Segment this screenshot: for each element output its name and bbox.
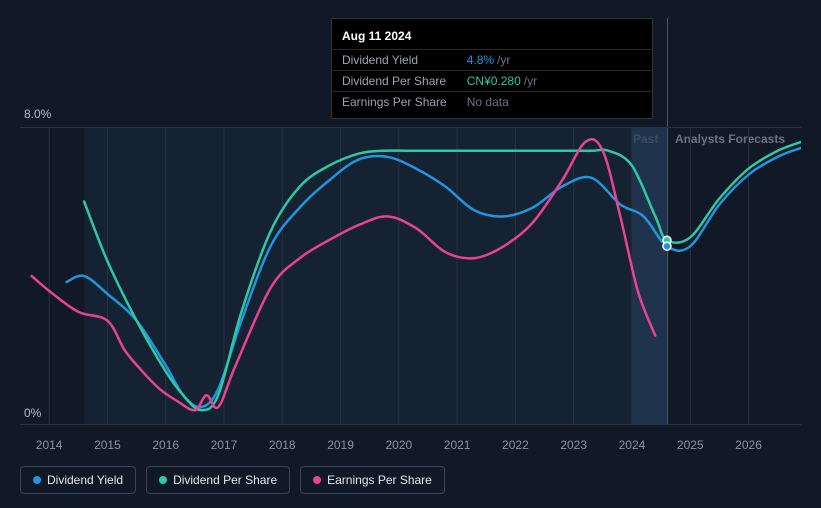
x-tick: 2018 [269,438,296,452]
legend-item[interactable]: Dividend Per Share [146,466,290,494]
x-tick: 2025 [677,438,704,452]
x-tick: 2019 [327,438,354,452]
tooltip-row-label: Dividend Yield [332,50,457,71]
legend-label: Earnings Per Share [327,473,432,487]
chart-legend: Dividend Yield Dividend Per Share Earnings… [20,466,445,494]
x-tick: 2016 [152,438,179,452]
legend-dot-icon [33,476,41,484]
x-tick: 2022 [502,438,529,452]
chart-plot-area[interactable] [20,127,801,425]
legend-item[interactable]: Earnings Per Share [300,466,445,494]
tooltip-table: Dividend Yield4.8%/yrDividend Per ShareC… [332,49,652,112]
y-axis-max-label: 8.0% [24,107,51,121]
x-tick: 2017 [211,438,238,452]
x-tick: 2014 [36,438,63,452]
tooltip-row-label: Dividend Per Share [332,71,457,92]
x-tick: 2020 [385,438,412,452]
tooltip-row-value: CN¥0.280/yr [457,71,652,92]
x-tick: 2024 [619,438,646,452]
legend-item[interactable]: Dividend Yield [20,466,136,494]
chart-tooltip: Aug 11 2024 Dividend Yield4.8%/yrDividen… [331,18,653,119]
tooltip-row-value: 4.8%/yr [457,50,652,71]
tooltip-date: Aug 11 2024 [332,25,652,49]
x-tick: 2015 [94,438,121,452]
x-tick: 2021 [444,438,471,452]
x-axis: 2014 2015 2016 2017 2018 2019 2020 2021 2022 2023… [20,438,801,454]
dividend-chart: Aug 11 2024 Dividend Yield4.8%/yrDividen… [0,0,821,508]
x-tick: 2023 [560,438,587,452]
legend-dot-icon [159,476,167,484]
tooltip-row-value: No data [457,92,652,113]
legend-label: Dividend Yield [47,473,123,487]
x-tick: 2026 [735,438,762,452]
tooltip-row-label: Earnings Per Share [332,92,457,113]
legend-dot-icon [313,476,321,484]
legend-label: Dividend Per Share [173,473,277,487]
